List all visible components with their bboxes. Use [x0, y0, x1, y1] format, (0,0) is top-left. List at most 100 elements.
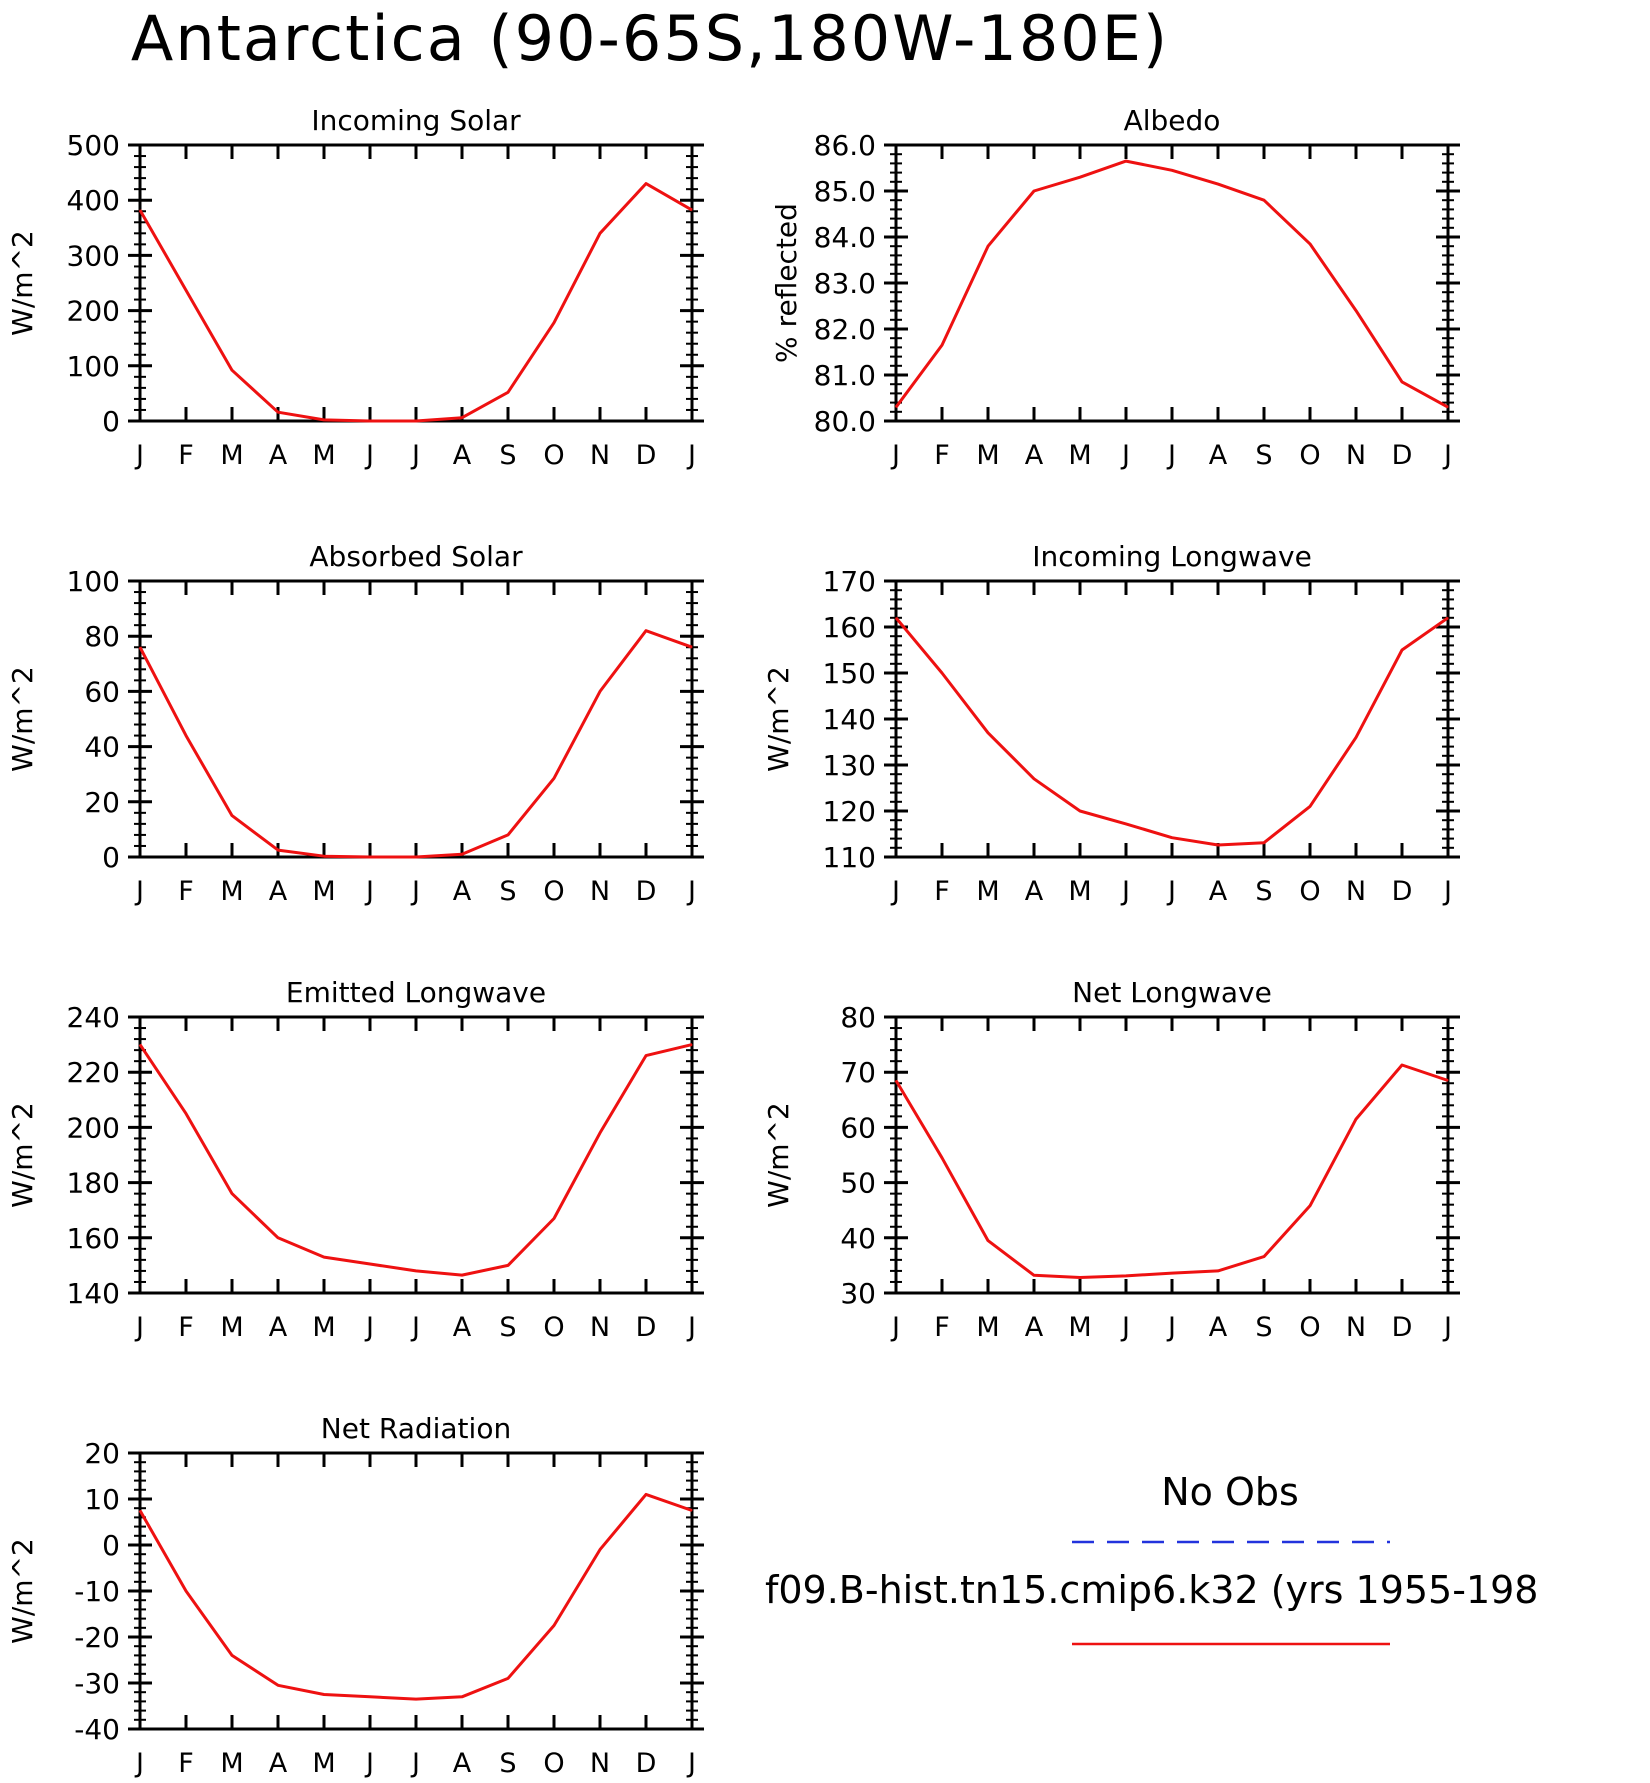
x-tick-label: M: [220, 440, 243, 471]
y-tick-label: 40: [840, 1222, 876, 1255]
y-tick-label: 82.0: [814, 313, 876, 346]
data-point: [553, 1217, 555, 1219]
x-tick-label: S: [499, 1748, 516, 1779]
x-tick-label: N: [1346, 440, 1366, 471]
x-tick-label: F: [178, 1748, 194, 1779]
y-tick-label: -30: [74, 1667, 120, 1700]
data-point: [645, 1493, 647, 1495]
data-point: [895, 406, 897, 408]
data-point: [461, 853, 463, 855]
x-tick-label: O: [543, 876, 564, 907]
y-tick-label: 83.0: [814, 267, 876, 300]
y-tick-label: 81.0: [814, 359, 876, 392]
panel-title: Absorbed Solar: [309, 540, 523, 573]
data-point: [507, 391, 509, 393]
x-tick-label: A: [1025, 876, 1044, 907]
chart-panel-4: J F M A M J J A S O N D J110120130140150160170Incomi…: [762, 540, 1460, 907]
y-tick-label: 130: [823, 749, 876, 782]
data-point: [987, 1240, 989, 1242]
data-point: [415, 1270, 417, 1272]
x-tick-label: J: [364, 1312, 374, 1343]
data-point: [645, 1055, 647, 1057]
x-tick-label: J: [890, 1312, 900, 1343]
series-line: [138, 182, 693, 423]
plot-frame: [138, 1015, 694, 1295]
y-tick-label: 160: [823, 611, 876, 644]
data-point: [691, 1510, 693, 1511]
data-point: [277, 849, 279, 851]
x-tick-label: M: [220, 1312, 243, 1343]
x-tick-label: S: [1255, 440, 1272, 471]
plot-frame: [894, 1015, 1450, 1295]
data-point: [1079, 1277, 1081, 1279]
x-tick-label: N: [590, 440, 610, 471]
data-point: [1401, 649, 1403, 651]
data-point: [185, 735, 187, 737]
data-point: [1309, 243, 1311, 245]
x-tick-label: N: [590, 876, 610, 907]
data-point: [507, 1264, 509, 1266]
data-point: [599, 1549, 601, 1551]
data-point: [941, 344, 943, 346]
y-tick-label: 160: [67, 1222, 120, 1255]
x-tick-label: A: [1209, 876, 1228, 907]
x-tick-label: J: [364, 440, 374, 471]
x-tick-label: N: [590, 1748, 610, 1779]
y-tick-label: -20: [74, 1621, 120, 1654]
data-point: [1309, 805, 1311, 807]
data-point: [1125, 1275, 1127, 1277]
data-point: [139, 1510, 141, 1511]
x-tick-label: S: [499, 440, 516, 471]
x-tick-label: D: [636, 1312, 657, 1343]
x-tick-label: M: [1068, 876, 1091, 907]
x-tick-label: S: [499, 1312, 516, 1343]
x-tick-label: J: [890, 876, 900, 907]
x-tick-label: A: [1025, 1312, 1044, 1343]
x-tick-label: J: [1166, 876, 1176, 907]
legend-obs-label: No Obs: [1161, 1470, 1299, 1514]
data-point: [1171, 169, 1173, 171]
data-point: [553, 1625, 555, 1626]
y-axis-label: W/m^2: [6, 1102, 39, 1208]
x-tick-label: A: [269, 1312, 288, 1343]
chart-panel-2: J F M A M J J A S O N D J80.081.082.083.084.085.086.…: [770, 104, 1460, 471]
legend: [1072, 1540, 1390, 1646]
y-tick-label: 60: [840, 1111, 876, 1144]
series-line: [894, 159, 1449, 409]
data-point: [645, 183, 647, 185]
x-tick-label: N: [1346, 1312, 1366, 1343]
x-tick-label: J: [134, 876, 144, 907]
x-tick-label: J: [1120, 440, 1130, 471]
x-tick-label: S: [499, 876, 516, 907]
y-tick-label: 240: [67, 1001, 120, 1034]
data-point: [185, 1113, 187, 1115]
y-tick-label: 85.0: [814, 175, 876, 208]
data-point: [1125, 160, 1127, 162]
x-tick-label: M: [976, 1312, 999, 1343]
y-tick-label: 0: [102, 405, 120, 438]
data-point: [415, 1698, 417, 1700]
data-point: [691, 646, 693, 648]
series-line: [894, 1063, 1449, 1279]
data-point: [553, 777, 555, 779]
panel-title: Emitted Longwave: [286, 976, 546, 1009]
data-point: [1033, 1274, 1035, 1276]
y-axis-label: W/m^2: [6, 230, 39, 336]
x-tick-label: J: [1120, 876, 1130, 907]
data-point: [599, 232, 601, 234]
x-tick-label: S: [1255, 1312, 1272, 1343]
series-line: [138, 629, 693, 859]
data-point: [1401, 381, 1403, 383]
x-tick-label: J: [686, 1748, 696, 1779]
x-tick-label: J: [1442, 1312, 1452, 1343]
x-tick-label: M: [1068, 1312, 1091, 1343]
data-point: [369, 856, 371, 858]
panel-title: Net Radiation: [321, 1412, 511, 1445]
x-tick-label: D: [636, 440, 657, 471]
data-point: [231, 1193, 233, 1195]
data-point: [139, 646, 141, 648]
